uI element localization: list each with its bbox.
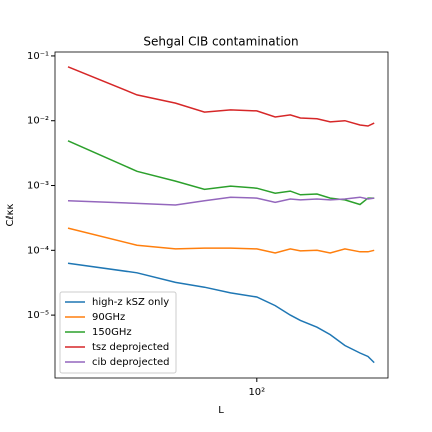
series-line <box>67 66 375 127</box>
plot-frame <box>54 51 389 379</box>
legend-label: high-z kSZ only <box>92 297 169 308</box>
series-line <box>67 196 375 206</box>
legend-label: 90GHz <box>92 312 125 323</box>
series-line <box>67 140 375 206</box>
legend-label: 150GHz <box>92 327 132 338</box>
y-tick-label: 10⁻⁴ <box>27 245 49 256</box>
y-tick-label: 10⁻³ <box>27 181 49 192</box>
legend-label: tsz deprojected <box>92 342 169 353</box>
y-tick-label: 10⁻⁵ <box>27 310 49 321</box>
y-tick-label: 10⁻¹ <box>27 51 49 62</box>
legend-box <box>59 291 177 374</box>
legend-label: cib deprojected <box>92 357 170 368</box>
y-tick-label: 10⁻² <box>27 116 49 127</box>
series-line <box>67 262 375 364</box>
y-axis-label: Cℓκκ <box>5 203 16 226</box>
x-tick-label: 10² <box>248 387 265 398</box>
series-line <box>67 227 375 254</box>
x-axis-label: L <box>218 405 224 416</box>
chart-title: Sehgal CIB contamination <box>143 35 298 49</box>
